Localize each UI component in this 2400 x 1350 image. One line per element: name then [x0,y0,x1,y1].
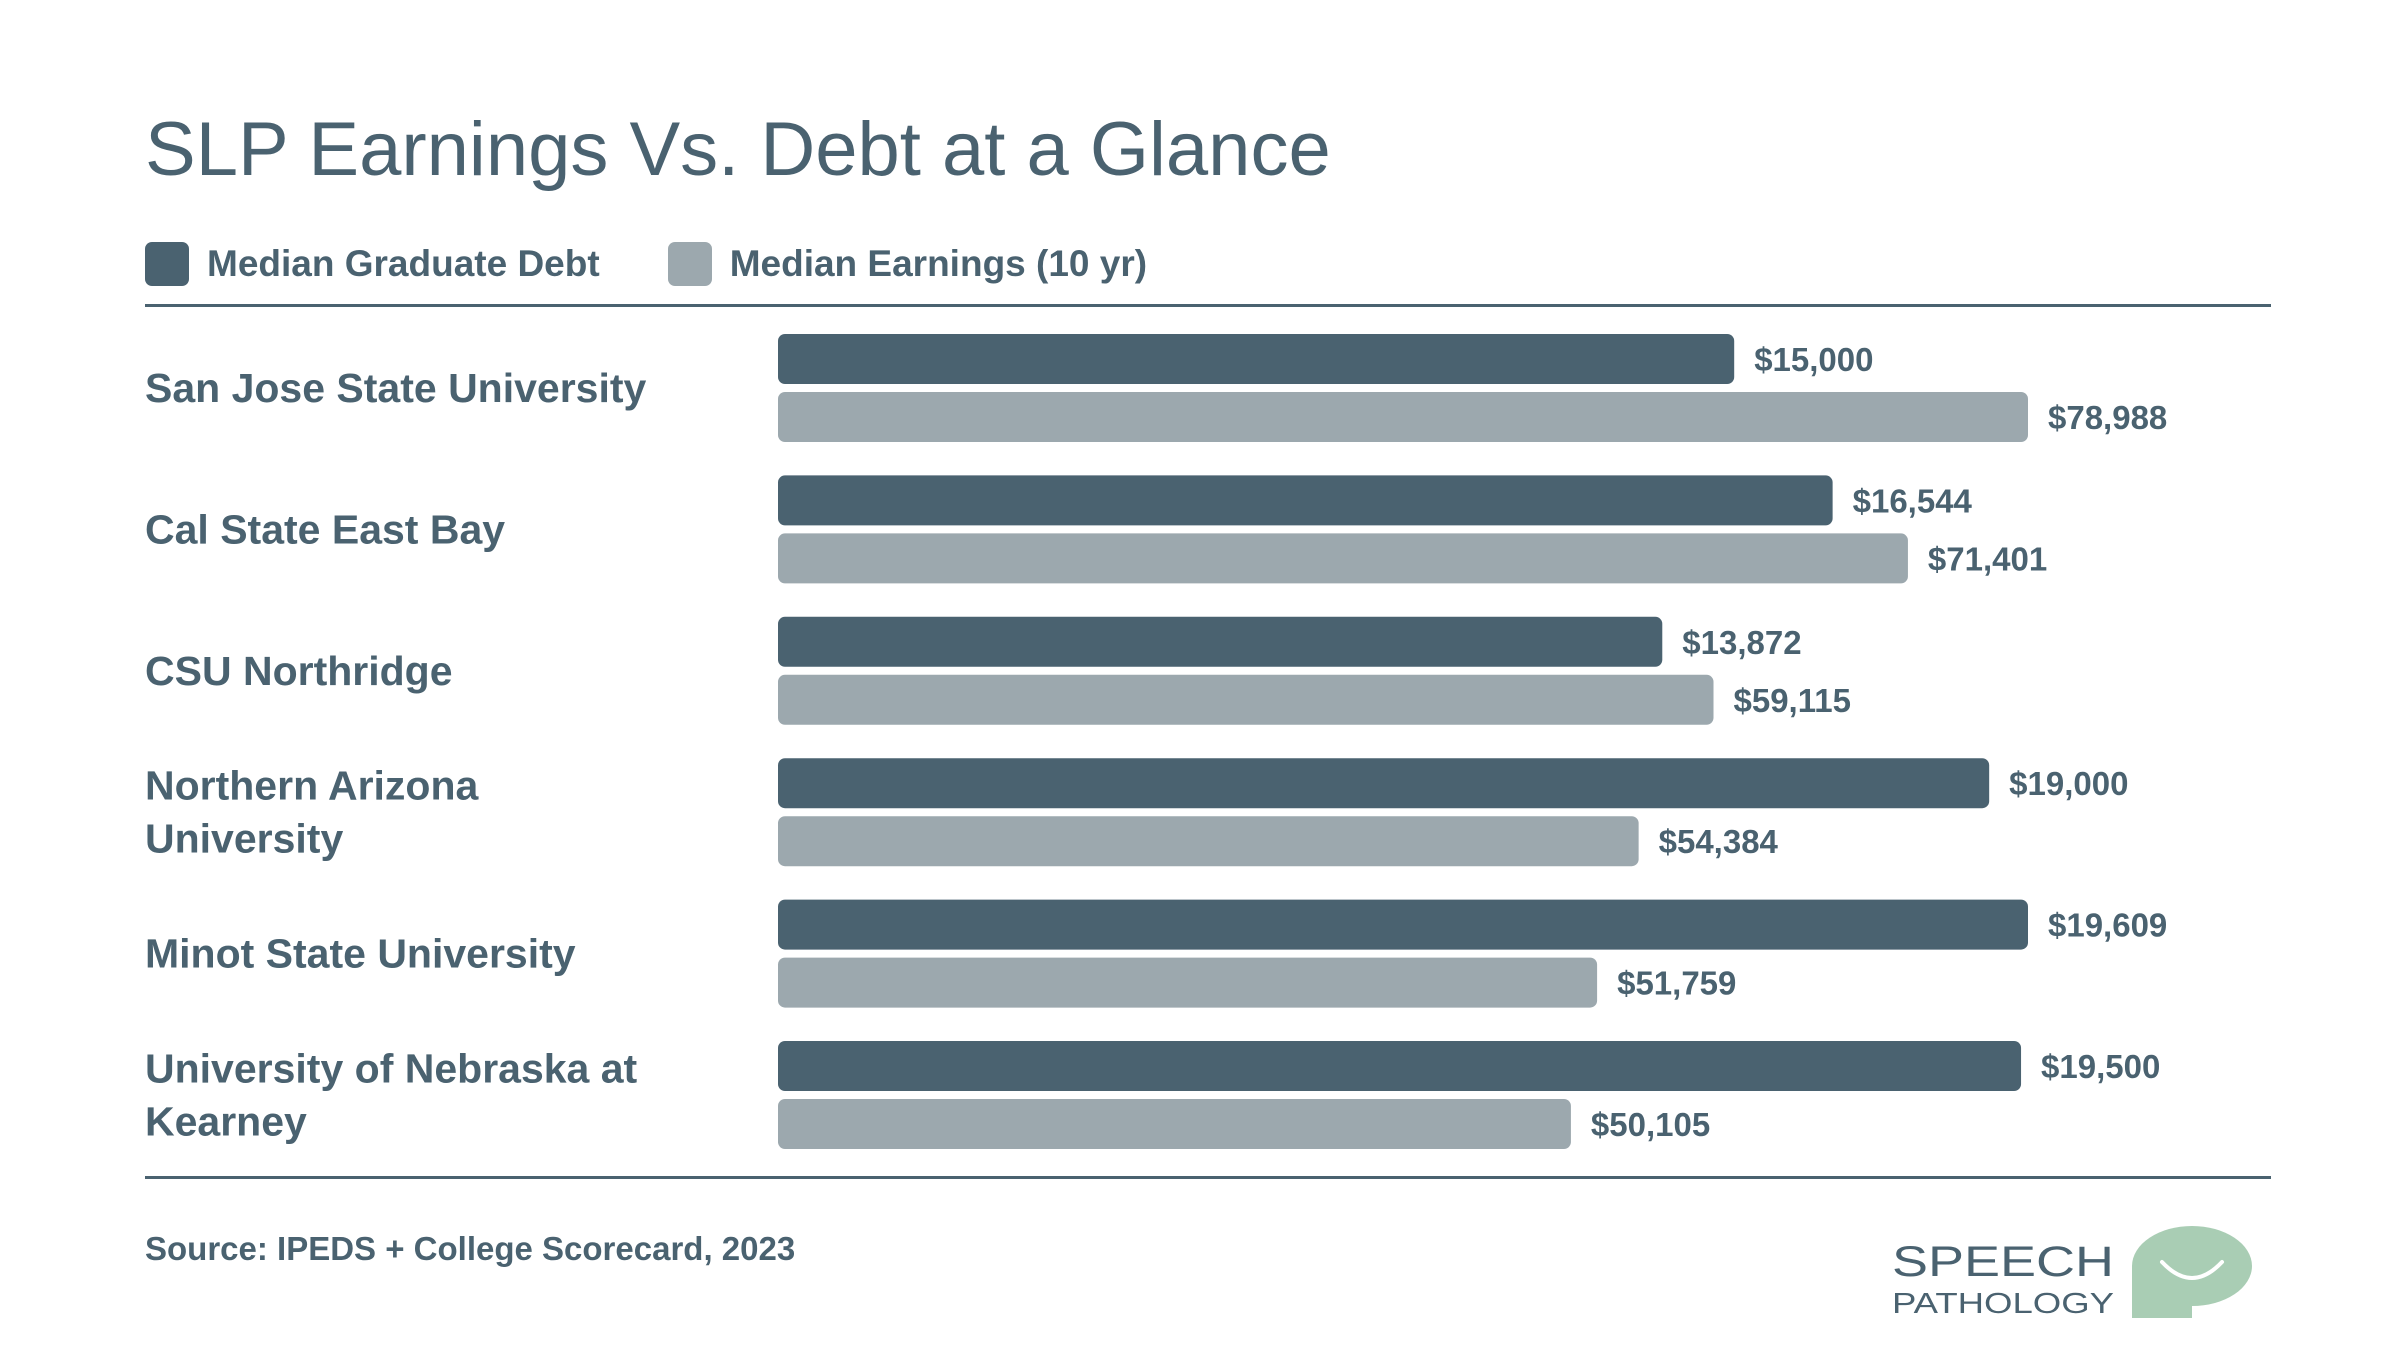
value-label: $51,759 [1617,965,1736,1002]
category-label: University [145,816,343,862]
bar-earnings [778,1099,1571,1149]
category-label: Northern Arizona [145,763,480,809]
bottom-divider [145,1176,2271,1179]
bar-debt [778,616,1663,667]
bar-earnings [778,816,1639,867]
top-divider [145,304,2271,307]
chart-legend: Median Graduate Debt Median Earnings (10… [145,241,1215,287]
bar-earnings [778,674,1714,725]
category-label: Cal State East Bay [145,506,505,552]
legend-label-debt: Median Graduate Debt [207,243,600,284]
category-label: CSU Northridge [145,648,453,694]
source-note: Source: IPEDS + College Scorecard, 2023 [145,1230,796,1267]
bar-earnings [778,533,1908,584]
bar-earnings [778,957,1598,1008]
logo-text-pathology: PATHOLOGY [1892,1288,2114,1320]
bar-debt [778,475,1833,526]
legend-swatch-earnings [667,242,712,286]
legend-item-earnings: Median Earnings (10 yr) [667,242,1148,286]
bar-debt [778,334,1735,384]
value-label: $19,609 [2048,907,2167,944]
bar-debt [778,1041,2022,1091]
value-label: $59,115 [1734,682,1851,719]
value-label: $13,872 [1682,624,1801,661]
category-label: Kearney [145,1099,307,1145]
chart-title: SLP Earnings Vs. Debt at a Glance [145,107,1331,192]
legend-label-earnings: Median Earnings (10 yr) [729,243,1148,284]
value-label: $71,401 [1928,540,2047,577]
category-label: San Jose State University [145,365,647,411]
logo-text-speech: SPEECH [1892,1238,2114,1286]
value-label: $50,105 [1591,1106,1710,1143]
legend-item-debt: Median Graduate Debt [145,242,600,286]
value-label: $19,000 [2009,765,2128,802]
value-label: $16,544 [1853,482,1973,519]
category-label: Minot State University [145,931,576,977]
category-label: University of Nebraska at [145,1046,638,1092]
value-label: $15,000 [1754,341,1873,378]
speech-bubble-smile-icon [2132,1226,2252,1318]
legend-swatch-debt [145,242,189,286]
speech-pathology-logo: SPEECH PATHOLOGY [1892,1226,2252,1320]
value-label: $54,384 [1659,823,1779,860]
bar-earnings [778,392,2028,442]
value-label: $19,500 [2041,1048,2160,1085]
bar-debt [778,758,1990,809]
bar-debt [778,899,2028,950]
value-label: $78,988 [2048,399,2167,436]
